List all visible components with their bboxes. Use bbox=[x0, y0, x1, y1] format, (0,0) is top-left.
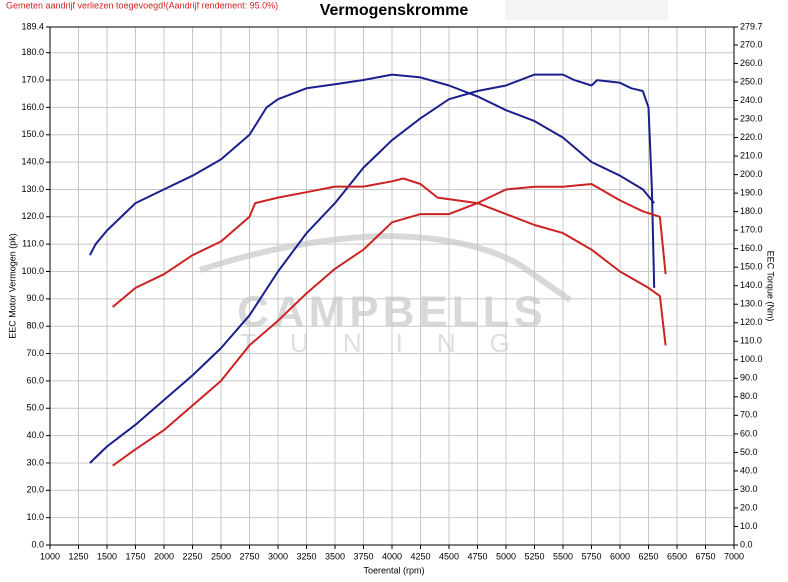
x-tick-label: 4750 bbox=[467, 551, 487, 561]
x-tick-label: 6250 bbox=[638, 551, 658, 561]
x-tick-label: 2000 bbox=[154, 551, 174, 561]
x-tick-label: 1750 bbox=[125, 551, 145, 561]
header-box bbox=[505, 0, 668, 20]
y2-tick-label: 90.0 bbox=[740, 373, 758, 383]
plot-frame bbox=[49, 26, 735, 546]
y-tick-label: 120.0 bbox=[21, 211, 44, 221]
y-tick-label: 20.0 bbox=[26, 485, 44, 495]
y-tick-label: 80.0 bbox=[26, 321, 44, 331]
x-tick-label: 5750 bbox=[581, 551, 601, 561]
series-line bbox=[112, 177, 667, 346]
y2-tick-label: 170.0 bbox=[740, 225, 763, 235]
y2-tick-label: 0.0 bbox=[740, 539, 753, 549]
x-tick-label: 1250 bbox=[68, 551, 88, 561]
y-tick-label: 10.0 bbox=[26, 512, 44, 522]
watermark: TUNING bbox=[240, 328, 544, 358]
y-tick-label: 70.0 bbox=[26, 348, 44, 358]
y2-tick-label: 270.0 bbox=[740, 39, 763, 49]
y2-tick-label: 279.7 bbox=[740, 21, 763, 31]
y2-tick-label: 140.0 bbox=[740, 280, 763, 290]
x-tick-label: 3750 bbox=[353, 551, 373, 561]
watermark-car bbox=[199, 232, 572, 303]
y2-tick-label: 200.0 bbox=[740, 169, 763, 179]
x-tick-label: 5000 bbox=[496, 551, 516, 561]
x-tick-label: 4500 bbox=[439, 551, 459, 561]
x-tick-label: 6500 bbox=[667, 551, 687, 561]
y2-tick-label: 120.0 bbox=[740, 317, 763, 327]
x-tick-label: 3250 bbox=[296, 551, 316, 561]
x-tick-label: 3000 bbox=[268, 551, 288, 561]
y-tick-label: 0.0 bbox=[31, 539, 44, 549]
y2-tick-label: 230.0 bbox=[740, 113, 763, 123]
y2-tick-label: 260.0 bbox=[740, 58, 763, 68]
y-tick-label: 189.4 bbox=[21, 21, 44, 31]
y-tick-label: 50.0 bbox=[26, 403, 44, 413]
y2-tick-label: 30.0 bbox=[740, 484, 758, 494]
x-tick-label: 1500 bbox=[97, 551, 117, 561]
y2-tick-label: 10.0 bbox=[740, 521, 758, 531]
x-tick-label: 4250 bbox=[410, 551, 430, 561]
y2-tick-label: 110.0 bbox=[740, 336, 762, 346]
y2-tick-label: 50.0 bbox=[740, 447, 758, 457]
y2-tick-label: 70.0 bbox=[740, 410, 758, 420]
x-tick-label: 6750 bbox=[695, 551, 715, 561]
y-tick-label: 180.0 bbox=[21, 47, 44, 57]
note: Gemeten aandrijf verliezen toegevoegd!(A… bbox=[6, 0, 278, 10]
x-axis-label: Toerental (rpm) bbox=[363, 565, 424, 575]
y-tick-label: 100.0 bbox=[21, 266, 44, 276]
y2-axis-label: EEC Torque (Nm) bbox=[766, 251, 776, 322]
y2-tick-label: 210.0 bbox=[740, 150, 763, 160]
series-line bbox=[89, 73, 655, 256]
x-tick-label: 5250 bbox=[524, 551, 544, 561]
x-tick-label: 7000 bbox=[724, 551, 744, 561]
y-tick-label: 60.0 bbox=[26, 375, 44, 385]
x-tick-label: 4000 bbox=[382, 551, 402, 561]
x-tick-label: 2500 bbox=[211, 551, 231, 561]
y-tick-label: 40.0 bbox=[26, 430, 44, 440]
x-tick-label: 2250 bbox=[182, 551, 202, 561]
series-line bbox=[112, 183, 667, 467]
y2-tick-label: 180.0 bbox=[740, 206, 763, 216]
x-tick-label: 6000 bbox=[610, 551, 630, 561]
y-tick-label: 140.0 bbox=[21, 156, 44, 166]
y2-tick-label: 220.0 bbox=[740, 132, 763, 142]
y2-tick-label: 20.0 bbox=[740, 502, 758, 512]
y2-tick-label: 80.0 bbox=[740, 391, 758, 401]
y-tick-label: 130.0 bbox=[21, 184, 44, 194]
y2-tick-label: 100.0 bbox=[740, 354, 763, 364]
y-tick-label: 170.0 bbox=[21, 74, 44, 84]
y2-tick-label: 250.0 bbox=[740, 76, 763, 86]
x-tick-label: 5500 bbox=[553, 551, 573, 561]
x-tick-label: 2750 bbox=[239, 551, 259, 561]
y-tick-label: 30.0 bbox=[26, 457, 44, 467]
y2-tick-label: 190.0 bbox=[740, 187, 763, 197]
y2-tick-label: 60.0 bbox=[740, 428, 758, 438]
chart-title: Vermogenskromme bbox=[320, 2, 469, 19]
y2-tick-label: 150.0 bbox=[740, 262, 763, 272]
y-tick-label: 150.0 bbox=[21, 129, 44, 139]
y-tick-label: 160.0 bbox=[21, 102, 44, 112]
y2-tick-label: 40.0 bbox=[740, 465, 758, 475]
y2-tick-label: 130.0 bbox=[740, 299, 763, 309]
y2-tick-label: 240.0 bbox=[740, 95, 763, 105]
y-axis-label: EEC Motor Vermogen (pk) bbox=[7, 233, 17, 339]
y-tick-label: 90.0 bbox=[26, 293, 44, 303]
x-tick-label: 1000 bbox=[40, 551, 60, 561]
series-line bbox=[89, 73, 656, 464]
y-tick-label: 110.0 bbox=[22, 239, 44, 249]
y2-tick-label: 160.0 bbox=[740, 243, 763, 253]
x-tick-label: 3500 bbox=[325, 551, 345, 561]
